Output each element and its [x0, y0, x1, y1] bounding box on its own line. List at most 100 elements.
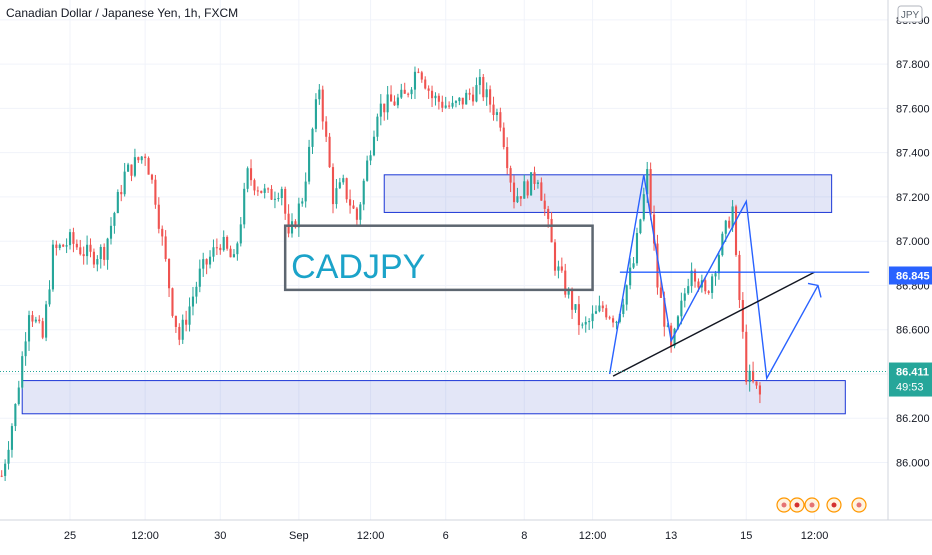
candle-body [161, 228, 164, 237]
event-dot-icon [781, 502, 787, 508]
candle-body [461, 97, 464, 105]
candle-body [72, 232, 75, 244]
candle-body [106, 238, 109, 260]
candle-body [123, 171, 126, 195]
candle-body [342, 178, 345, 183]
candle-body [512, 182, 516, 203]
candle-body [253, 180, 256, 191]
candle-body [471, 94, 475, 102]
candle-body [10, 426, 14, 450]
candle-body [639, 219, 642, 234]
candle-body [478, 77, 481, 86]
candle-body [516, 196, 519, 203]
candle-body [536, 182, 539, 184]
candle-body [372, 136, 376, 156]
x-tick-label: 15 [740, 530, 752, 542]
candle-body [495, 112, 498, 115]
candle-body [314, 99, 317, 129]
candle-body [133, 157, 136, 176]
candle-body [318, 89, 321, 100]
chart-title: Canadian Dollar / Japanese Yen, 1h, FXCM [6, 6, 239, 20]
candle-body [687, 286, 690, 294]
x-tick-label: 12:00 [357, 530, 385, 542]
candle-body [403, 89, 406, 94]
arrow-head [807, 282, 822, 298]
candle-body [502, 127, 505, 148]
candle-body [468, 92, 471, 95]
y-tick-label: 86.200 [896, 413, 930, 425]
candle-body [99, 246, 102, 260]
candle-body [335, 188, 338, 205]
candle-body [758, 385, 761, 395]
candle-body [533, 172, 536, 184]
candle-body [109, 225, 113, 239]
candle-body [594, 311, 598, 314]
candle-body [297, 203, 300, 228]
candle-body [390, 94, 393, 102]
candle-body [530, 172, 533, 196]
candle-body [482, 77, 485, 98]
candle-body [437, 95, 440, 102]
candle-body [79, 247, 82, 255]
candle-body [745, 331, 748, 382]
candle-body [489, 89, 492, 105]
candle-body [34, 319, 37, 322]
candle-body [465, 92, 468, 105]
candle-body [116, 191, 119, 214]
candle-body [92, 251, 95, 265]
candle-body [51, 244, 54, 290]
candle-body [157, 204, 160, 229]
candle-body [659, 287, 662, 298]
candle-body [376, 116, 379, 137]
x-tick-label: 12:00 [131, 530, 159, 542]
candle-body [475, 85, 478, 102]
candle-body [82, 254, 85, 257]
candle-body [103, 246, 106, 260]
y-tick-label: 87.200 [896, 192, 930, 204]
candle-body [717, 255, 720, 274]
candle-body [506, 147, 509, 169]
candle-body [362, 180, 365, 205]
candle-body [396, 97, 399, 106]
watermark-label: CADJPY [291, 248, 425, 286]
candle-body [492, 104, 495, 115]
candle-body [523, 181, 526, 199]
candle-body [714, 273, 717, 277]
candle-body [707, 291, 710, 293]
candle-body [434, 95, 437, 99]
candle-body [321, 89, 324, 122]
candle-body [171, 288, 174, 316]
candle-body [724, 220, 727, 234]
candle-body [704, 280, 707, 292]
candle-body [386, 94, 389, 113]
candle-body [349, 199, 352, 206]
candle-body [236, 243, 239, 255]
y-tick-label: 87.000 [896, 236, 930, 248]
candle-body [451, 102, 454, 107]
candle-body [150, 174, 154, 180]
candle-body [164, 236, 167, 259]
candle-body [676, 316, 680, 329]
candle-body [656, 243, 659, 288]
candle-body [612, 318, 615, 323]
candle-body [267, 188, 270, 190]
candle-body [4, 463, 7, 476]
candle-body [574, 304, 577, 310]
candle-body [355, 208, 358, 220]
candle-body [738, 254, 741, 301]
candle-body [229, 248, 232, 258]
candle-body [246, 168, 249, 189]
candle-body [181, 319, 184, 340]
candle-body [21, 356, 24, 388]
candle-body [232, 254, 236, 258]
event-dot-icon [856, 502, 862, 508]
candle-body [410, 89, 413, 95]
candle-body [62, 244, 65, 247]
candle-body [448, 105, 451, 107]
candle-body [58, 244, 61, 248]
candle-body [260, 190, 263, 193]
candle-body [27, 315, 31, 342]
candle-body [48, 289, 51, 305]
candle-body [277, 198, 280, 200]
